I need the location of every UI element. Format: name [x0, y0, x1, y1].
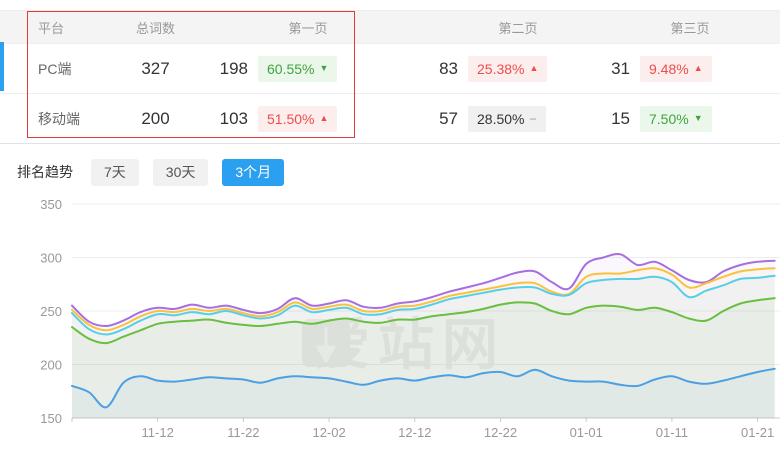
col-header-page3: 第三页 [670, 20, 710, 36]
page1-change-badge: 60.55% ▼ [258, 55, 338, 82]
col-header-page1: 第一页 [288, 20, 328, 36]
trend-section: 排名趋势 7天 30天 3个月 爱站网 150 200 250 300 350 11-12… [0, 143, 780, 448]
svg-text:150: 150 [40, 411, 62, 426]
badge-pct: 28.50% [477, 110, 525, 127]
svg-text:01-01: 01-01 [570, 425, 603, 440]
trend-flat-icon: − [529, 111, 537, 126]
platform-cell: PC端 [38, 60, 72, 77]
tab-30-days[interactable]: 30天 [152, 158, 209, 186]
page3-count: 15 [611, 108, 630, 128]
badge-pct: 9.48% [649, 60, 689, 77]
trend-chart[interactable]: 爱站网 150 200 250 300 350 11-12 11-22 12-02 12-12 1… [0, 189, 780, 448]
svg-text:12-02: 12-02 [312, 425, 345, 440]
total-words-cell: 327 [141, 58, 170, 78]
page3-count: 31 [611, 58, 630, 78]
col-header-total-words: 总词数 [135, 20, 175, 36]
page1-change-badge: 51.50% ▲ [258, 105, 338, 132]
trend-up-icon: ▲ [529, 63, 539, 73]
page2-count: 83 [439, 58, 458, 78]
svg-text:11-12: 11-12 [142, 425, 174, 440]
page2-count: 57 [439, 108, 458, 128]
trend-title: 排名趋势 [17, 164, 73, 180]
trend-up-icon: ▲ [693, 63, 703, 73]
svg-text:11-22: 11-22 [227, 425, 259, 440]
trend-up-icon: ▲ [319, 113, 329, 123]
badge-pct: 7.50% [649, 110, 689, 127]
total-words-cell: 200 [141, 108, 170, 128]
svg-text:12-12: 12-12 [398, 425, 431, 440]
svg-text:300: 300 [40, 251, 62, 266]
svg-text:350: 350 [40, 197, 62, 212]
table-row-pc[interactable]: PC端 327 198 60.55% ▼ 83 25.38% ▲ 31 9.48% ▲ [0, 43, 780, 93]
page1-count: 198 [219, 58, 248, 78]
svg-text:12-22: 12-22 [484, 425, 517, 440]
tab-7-days[interactable]: 7天 [91, 158, 139, 186]
trend-down-icon: ▼ [319, 63, 329, 73]
tab-3-months[interactable]: 3个月 [222, 158, 285, 186]
badge-pct: 25.38% [477, 60, 525, 77]
svg-text:250: 250 [40, 304, 62, 319]
platform-cell: 移动端 [38, 110, 80, 127]
page1-count: 103 [219, 108, 248, 128]
keyword-stats-table: 平台 总词数 第一页 第二页 第三页 PC端 327 198 60.55% ▼ 8… [0, 0, 780, 143]
col-header-page2: 第二页 [498, 20, 538, 36]
badge-pct: 60.55% [267, 60, 315, 77]
page2-change-badge: 28.50% − [468, 105, 546, 132]
page2-change-badge: 25.38% ▲ [468, 55, 548, 82]
page3-change-badge: 9.48% ▲ [640, 55, 712, 82]
svg-text:200: 200 [40, 358, 62, 373]
svg-text:01-11: 01-11 [656, 425, 688, 440]
trend-down-icon: ▼ [693, 113, 703, 123]
badge-pct: 51.50% [267, 110, 315, 127]
trend-toolbar: 排名趋势 7天 30天 3个月 [0, 144, 780, 186]
table-header-row: 平台 总词数 第一页 第二页 第三页 [0, 10, 780, 43]
trend-chart-svg: 150 200 250 300 350 11-12 11-22 12-02 12-12 12-22… [40, 197, 780, 440]
svg-text:01-21: 01-21 [741, 425, 774, 440]
col-header-platform: 平台 [38, 20, 65, 36]
selected-row-indicator [0, 42, 4, 91]
page3-change-badge: 7.50% ▼ [640, 105, 712, 132]
table-row-mobile[interactable]: 移动端 200 103 51.50% ▲ 57 28.50% − 15 7.50% ▼ [0, 93, 780, 143]
